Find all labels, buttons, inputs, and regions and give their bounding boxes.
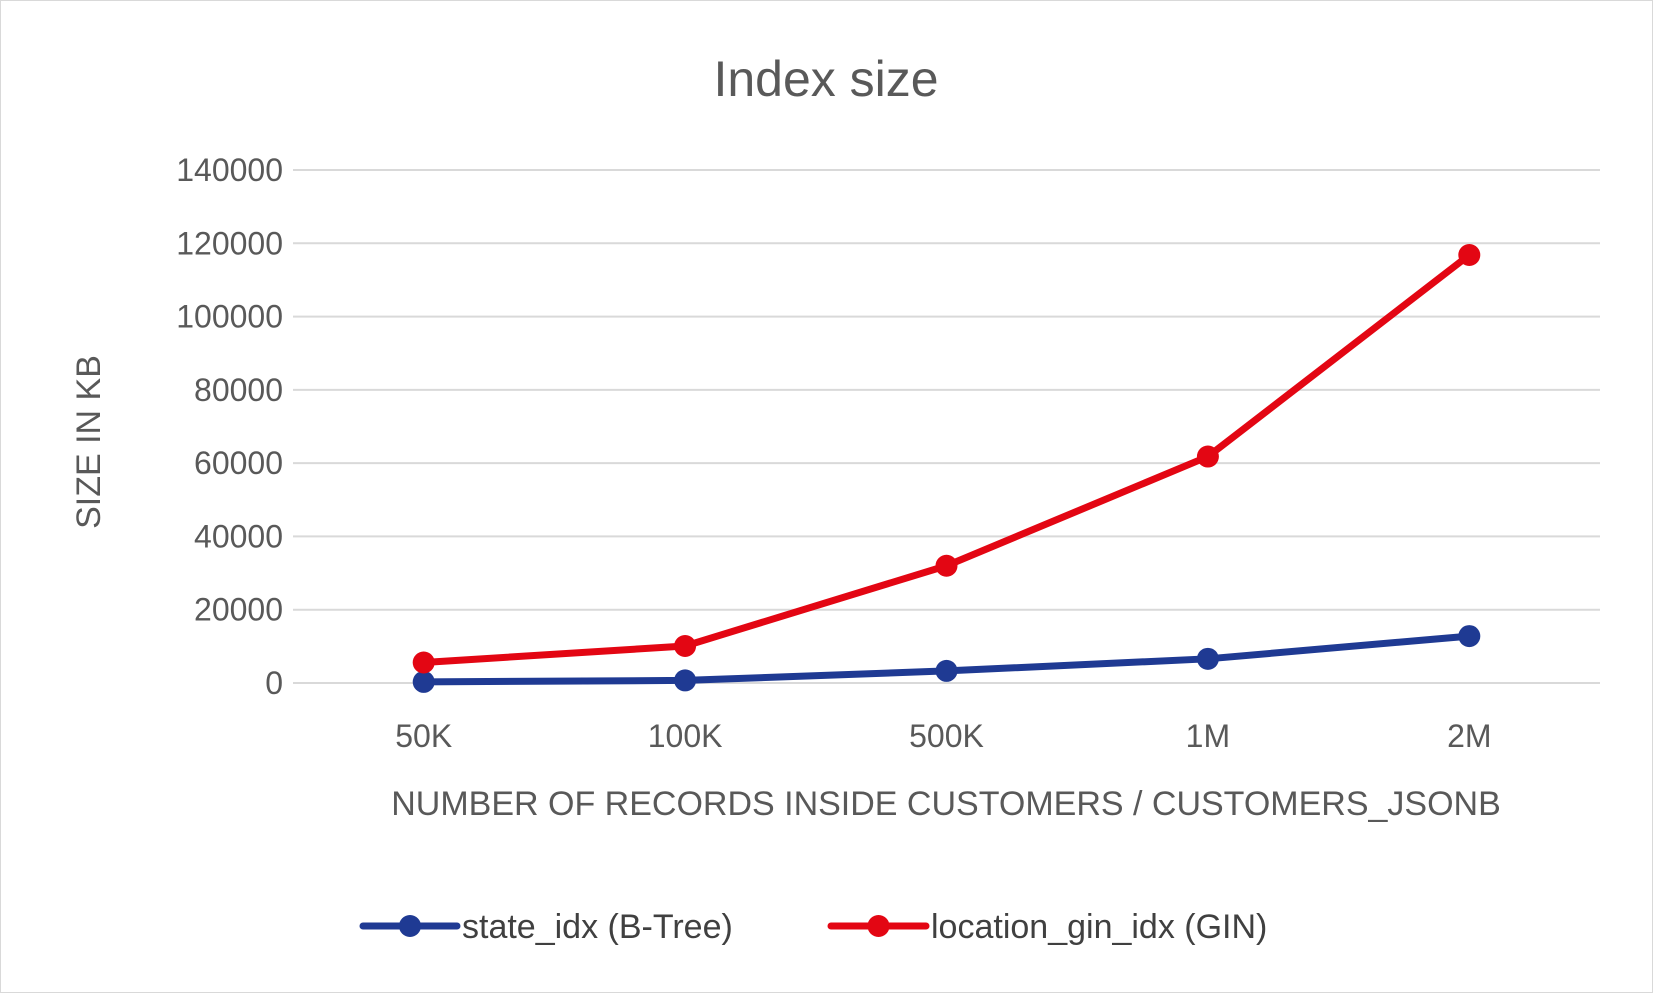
x-axis-title: NUMBER OF RECORDS INSIDE CUSTOMERS / CUS… bbox=[391, 785, 1501, 823]
x-tick-label: 500K bbox=[909, 718, 984, 754]
legend-item: location_gin_idx (GIN) bbox=[827, 908, 1267, 946]
y-tick-label: 140000 bbox=[176, 152, 283, 188]
series bbox=[412, 244, 1481, 693]
gridlines bbox=[293, 169, 1600, 684]
y-tick-label: 100000 bbox=[176, 299, 283, 335]
legend-label: location_gin_idx (GIN) bbox=[931, 908, 1267, 946]
data-point bbox=[1458, 244, 1481, 267]
data-point bbox=[674, 669, 697, 692]
legend: state_idx (B-Tree) location_gin_idx (GIN) bbox=[359, 908, 1267, 946]
y-tick-label: 0 bbox=[265, 665, 283, 701]
y-tick-label: 40000 bbox=[194, 518, 283, 554]
legend-swatch-marker bbox=[399, 915, 421, 937]
y-tick-label: 60000 bbox=[194, 445, 283, 481]
legend-label: state_idx (B-Tree) bbox=[462, 908, 733, 946]
y-tick-label: 20000 bbox=[194, 592, 283, 628]
legend-swatch-marker bbox=[867, 915, 890, 937]
data-point bbox=[935, 659, 958, 682]
y-axis-ticks: 0 20000 40000 60000 80000 100000 120000 140000 bbox=[176, 152, 283, 701]
y-tick-label: 80000 bbox=[194, 372, 283, 408]
data-point bbox=[412, 670, 435, 693]
chart-title: Index size bbox=[713, 51, 938, 107]
data-point bbox=[412, 651, 435, 674]
data-point bbox=[1458, 625, 1481, 648]
data-point bbox=[935, 554, 958, 577]
x-tick-label: 2M bbox=[1447, 718, 1491, 754]
x-tick-label: 100K bbox=[648, 718, 723, 754]
series-2 bbox=[412, 244, 1481, 674]
data-point bbox=[674, 634, 697, 657]
y-tick-label: 120000 bbox=[176, 225, 283, 261]
x-tick-label: 50K bbox=[395, 718, 452, 754]
x-axis-ticks: 50K 100K 500K 1M 2M bbox=[395, 718, 1491, 754]
data-point bbox=[1196, 445, 1219, 468]
x-tick-label: 1M bbox=[1186, 718, 1230, 754]
data-point bbox=[1196, 647, 1219, 670]
legend-item: state_idx (B-Tree) bbox=[359, 908, 733, 946]
y-axis-title: SIZE IN KB bbox=[70, 355, 108, 529]
series-1 bbox=[412, 625, 1481, 693]
